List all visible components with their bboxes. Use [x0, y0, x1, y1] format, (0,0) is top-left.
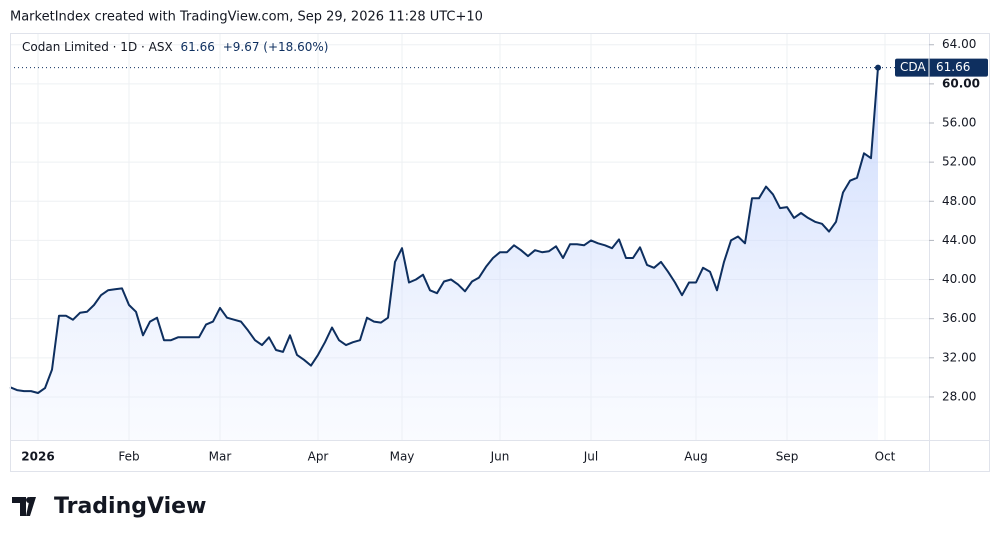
- y-tick-label: 48.00: [942, 194, 976, 208]
- y-tick-label: 32.00: [942, 350, 976, 364]
- price-tag-value: 61.66: [936, 60, 970, 74]
- y-tick-label: 28.00: [942, 389, 976, 403]
- price-tag-symbol: CDA: [900, 60, 926, 74]
- x-tick-label: Aug: [684, 450, 707, 464]
- x-tick-label: Sep: [776, 450, 799, 464]
- legend-name: Codan Limited · 1D · ASX: [22, 40, 173, 54]
- y-tick-label: 44.00: [942, 233, 976, 247]
- area: [10, 67, 878, 440]
- legend-price: 61.66: [181, 40, 215, 54]
- x-tick-label: Apr: [308, 450, 329, 464]
- x-tick-label: Oct: [875, 450, 896, 464]
- price-tag: [895, 58, 988, 77]
- y-tick-label: 60.00: [942, 76, 980, 90]
- chart-frame: [10, 33, 990, 472]
- x-tick-label: Feb: [118, 450, 139, 464]
- last-point: [875, 64, 881, 71]
- line: [9, 67, 879, 394]
- x-tick-label: Jul: [583, 450, 598, 464]
- legend: Codan Limited · 1D · ASX 61.66 +9.67 (+1…: [22, 40, 328, 54]
- attribution: MarketIndex created with TradingView.com…: [10, 10, 483, 25]
- x-tick-label: 2026: [21, 450, 54, 464]
- x-tick-label: Mar: [209, 450, 232, 464]
- y-tick-label: 56.00: [942, 116, 976, 130]
- y-tick-label: 52.00: [942, 155, 976, 169]
- x-tick-label: Jun: [490, 450, 510, 464]
- x-tick-label: May: [390, 450, 415, 464]
- y-tick-label: 36.00: [942, 311, 976, 325]
- legend-change: +9.67 (+18.60%): [223, 40, 329, 54]
- y-tick-label: 40.00: [942, 272, 976, 286]
- y-tick-label: 64.00: [942, 37, 976, 51]
- brand-logo: TradingView: [12, 494, 206, 519]
- brand-name: TradingView: [54, 494, 206, 519]
